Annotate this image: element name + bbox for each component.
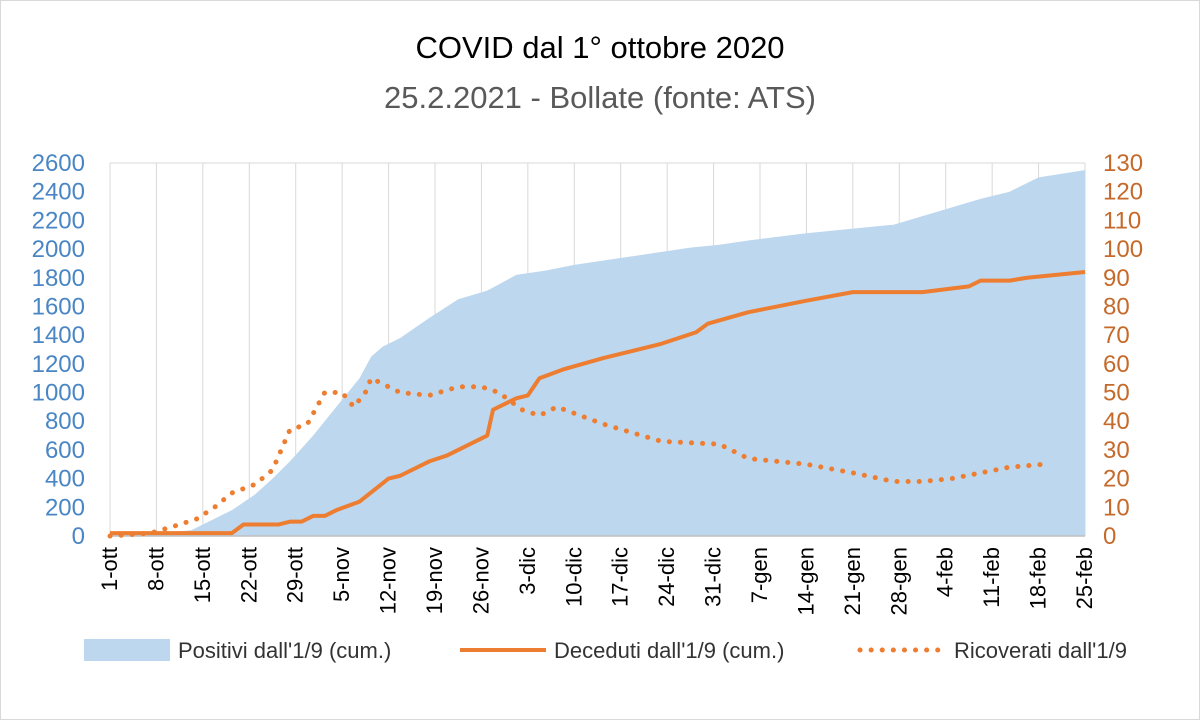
y-right-tick-label: 130 [1103, 150, 1143, 177]
y-left-tick-label: 2400 [32, 179, 85, 206]
y-left-tick-label: 0 [72, 523, 85, 550]
y-right-tick-label: 0 [1103, 523, 1116, 550]
x-tick-label: 11-feb [979, 547, 1004, 608]
y-left-tick-label: 2200 [32, 207, 85, 234]
positivi-area [110, 170, 1085, 536]
chart-title: COVID dal 1° ottobre 2020 [415, 30, 785, 65]
y-left-tick-label: 1200 [32, 351, 85, 378]
x-tick-label: 26-nov [468, 547, 493, 614]
y-right-tick-label: 20 [1103, 466, 1130, 493]
y-left-tick-label: 2000 [32, 236, 85, 263]
y-right-tick-label: 40 [1103, 408, 1130, 435]
y-left-tick-label: 2600 [32, 150, 85, 177]
y-right-tick-label: 70 [1103, 322, 1130, 349]
x-tick-label: 28-gen [886, 547, 911, 616]
y-left-tick-label: 200 [45, 494, 85, 521]
legend-label-ricoverati: Ricoverati dall'1/9 [954, 638, 1127, 663]
y-axis-left-ticks: 0200400600800100012001400160018002000220… [32, 150, 85, 550]
x-tick-label: 12-nov [376, 547, 401, 614]
x-tick-label: 5-nov [329, 547, 354, 602]
x-tick-label: 29-ott [283, 547, 308, 603]
x-axis-ticks: 1-ott 8-ott 15-ott 22-ott 29-ott 5-nov 12-nov 1… [97, 547, 1097, 616]
y-left-tick-label: 800 [45, 408, 85, 435]
y-right-tick-label: 90 [1103, 265, 1130, 292]
y-right-tick-label: 100 [1103, 236, 1143, 263]
y-right-tick-label: 80 [1103, 293, 1130, 320]
ricoverati-dotted-line [107, 374, 1047, 539]
legend-label-positivi: Positivi dall'1/9 (cum.) [178, 638, 391, 663]
x-tick-label: 15-ott [190, 547, 215, 603]
x-tick-label: 21-gen [840, 547, 865, 616]
legend: Positivi dall'1/9 (cum.) Deceduti dall'1/… [84, 638, 1127, 663]
y-left-tick-label: 1400 [32, 322, 85, 349]
x-tick-label: 18-feb [1026, 547, 1051, 609]
ricoverati-dots-layer [107, 374, 1047, 539]
x-tick-label: 1-ott [97, 547, 122, 591]
y-left-tick-label: 400 [45, 466, 85, 493]
y-left-tick-label: 600 [45, 437, 85, 464]
x-tick-label: 14-gen [793, 547, 818, 616]
legend-swatch-positivi [84, 639, 170, 661]
legend-label-deceduti: Deceduti dall'1/9 (cum.) [554, 638, 784, 663]
x-tick-label: 17-dic [608, 547, 633, 607]
x-tick-label: 31-dic [701, 547, 726, 607]
y-right-tick-label: 110 [1103, 207, 1141, 234]
y-left-tick-label: 1600 [32, 293, 85, 320]
x-tick-label: 10-dic [561, 547, 586, 607]
x-tick-label: 8-ott [143, 547, 168, 591]
x-tick-label: 7-gen [747, 547, 772, 603]
y-left-tick-label: 1800 [32, 265, 85, 292]
x-tick-label: 25-feb [1072, 547, 1097, 609]
x-tick-label: 24-dic [654, 547, 679, 607]
y-right-tick-label: 120 [1103, 179, 1143, 206]
y-right-tick-label: 60 [1103, 351, 1130, 378]
x-tick-label: 22-ott [236, 547, 261, 603]
deceduti-line [110, 270, 1086, 536]
y-right-tick-label: 10 [1103, 494, 1130, 521]
x-tick-label: 4-feb [933, 547, 958, 597]
chart-subtitle: 25.2.2021 - Bollate (fonte: ATS) [384, 80, 816, 115]
x-tick-label: 19-nov [422, 547, 447, 614]
y-right-tick-label: 30 [1103, 437, 1130, 464]
y-left-tick-label: 1000 [32, 380, 85, 407]
positivi-area-layer [110, 170, 1085, 536]
deceduti-line-layer [110, 270, 1086, 536]
x-tick-label: 3-dic [515, 547, 540, 595]
y-right-tick-label: 50 [1103, 380, 1130, 407]
